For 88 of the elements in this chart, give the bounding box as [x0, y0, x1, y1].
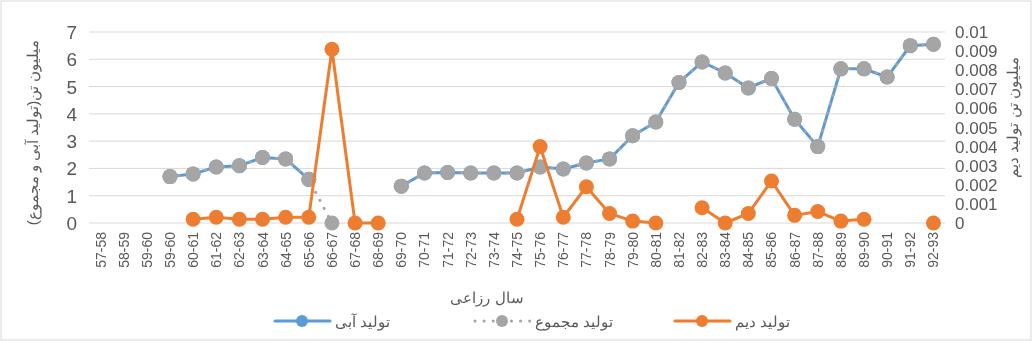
point — [370, 215, 386, 231]
x-tick-label: 65-66 — [300, 231, 317, 268]
x-tick-label: 91-92 — [902, 231, 919, 268]
point — [324, 41, 340, 57]
x-tick-label: 72-73 — [462, 231, 479, 268]
x-tick-label: 83-84 — [717, 231, 734, 268]
point — [255, 211, 271, 227]
point — [787, 207, 803, 223]
y2-tick-label: 0.008 — [955, 61, 998, 81]
y-axis-title: میلیون تن(تولید آبی و مجموع) — [24, 39, 42, 226]
x-tick-label: 82-83 — [694, 231, 711, 268]
x-tick-label: 79-80 — [624, 231, 641, 268]
y2-tick-label: 0 — [955, 214, 965, 233]
point — [740, 205, 756, 221]
legend-label: تولید مجموع — [535, 313, 614, 331]
y-tick-label: 7 — [66, 22, 77, 43]
point — [278, 209, 294, 225]
point — [301, 209, 317, 225]
x-tick-label: 80-81 — [647, 231, 664, 268]
x-tick-label: 68-69 — [370, 231, 387, 268]
x-tick-label: 90-91 — [879, 231, 896, 268]
y-tick-label: 5 — [66, 76, 77, 98]
x-tick-label: 58-59 — [115, 231, 132, 268]
y2-tick-label: 0.007 — [955, 80, 998, 100]
point — [208, 209, 224, 225]
x-tick-label: 64-65 — [277, 231, 294, 268]
x-tick-label: 87-88 — [809, 231, 826, 268]
y-tick-label: 6 — [66, 49, 77, 71]
x-tick-label: 57-58 — [92, 231, 109, 268]
y2-tick-label: 0.006 — [955, 99, 998, 119]
point — [717, 215, 733, 231]
x-tick-label: 84-85 — [740, 231, 757, 268]
x-tick-label: 69-70 — [393, 231, 410, 268]
point — [648, 215, 664, 231]
x-tick-label: 60-61 — [185, 231, 202, 268]
x-axis-title: سال رزاعی — [450, 289, 524, 307]
x-tick-label: 75-76 — [532, 231, 549, 268]
y-tick-label: 2 — [66, 158, 77, 180]
y-tick-label: 3 — [66, 131, 77, 153]
x-tick-label: 59-60 — [161, 231, 178, 268]
y2-tick-label: 0.005 — [955, 118, 998, 138]
point — [810, 204, 826, 220]
x-tick-label: 70-71 — [416, 231, 433, 268]
point — [185, 211, 201, 227]
y-tick-label: 1 — [66, 185, 77, 207]
y2-tick-label: 0.003 — [955, 156, 998, 176]
x-tick-label: 59-60 — [138, 231, 155, 268]
x-tick-label: 71-72 — [439, 231, 456, 268]
x-tick-label: 86-87 — [786, 231, 803, 268]
y2-tick-label: 0.01 — [955, 23, 989, 42]
point — [324, 215, 340, 231]
y2-tick-label: 0.009 — [955, 42, 998, 62]
point — [509, 211, 525, 227]
x-tick-label: 77-78 — [578, 231, 595, 268]
point — [555, 209, 571, 225]
x-tick-label: 81-82 — [670, 231, 687, 268]
legend-label: تولید آبی — [335, 313, 391, 331]
x-tick-label: 74-75 — [509, 231, 525, 268]
point — [856, 211, 872, 227]
point — [231, 211, 247, 227]
point — [625, 213, 641, 229]
x-tick-label: 63-64 — [254, 231, 271, 268]
x-tick-label: 92-93 — [925, 231, 942, 268]
legend-label: تولید دیم — [735, 313, 791, 331]
point — [763, 173, 779, 189]
point — [578, 179, 594, 195]
point — [694, 200, 710, 216]
point — [833, 213, 849, 229]
x-tick-label: 88-89 — [832, 231, 849, 268]
y2-axis-title: میلیون تن تولید دیم — [1004, 57, 1022, 178]
x-tick-label: 89-90 — [856, 231, 873, 268]
y-tick-label: 0 — [66, 213, 77, 234]
x-tick-label: 66-67 — [323, 231, 340, 268]
point — [925, 215, 941, 231]
x-tick-label: 67-68 — [347, 231, 364, 268]
x-tick-label: 61-62 — [208, 231, 225, 268]
x-tick-label: 85-86 — [763, 231, 780, 268]
point — [532, 139, 548, 155]
x-tick-label: 78-79 — [601, 231, 618, 268]
point — [602, 205, 618, 221]
x-tick-label: 62-63 — [231, 231, 248, 268]
x-tick-label: 73-74 — [485, 231, 502, 268]
x-tick-label: 76-77 — [555, 231, 572, 268]
y-tick-label: 4 — [66, 103, 78, 125]
y2-tick-label: 0.001 — [955, 194, 998, 214]
y2-tick-label: 0.002 — [955, 175, 998, 195]
y2-tick-label: 0.004 — [955, 137, 998, 157]
point — [347, 215, 363, 231]
